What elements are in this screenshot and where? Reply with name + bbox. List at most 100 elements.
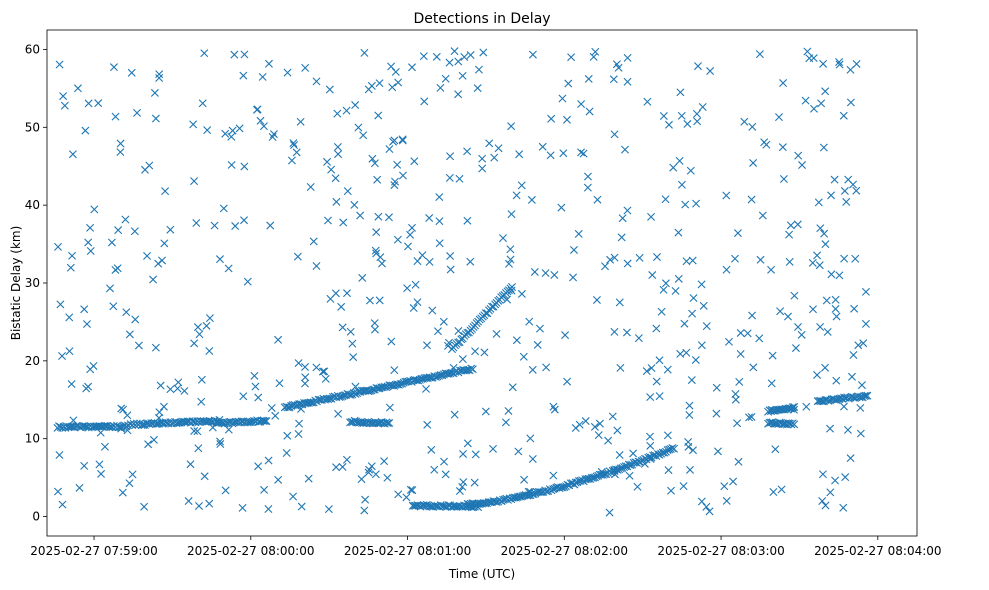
data-point (122, 308, 131, 317)
data-point (505, 494, 514, 503)
data-point (398, 136, 407, 145)
data-point (374, 111, 383, 120)
data-point (221, 486, 230, 495)
data-point (309, 237, 318, 246)
data-point (831, 295, 840, 304)
data-point (813, 251, 822, 260)
data-point (510, 493, 519, 502)
data-point (105, 284, 114, 293)
data-point (652, 377, 661, 386)
data-point (621, 145, 629, 154)
data-point (418, 251, 427, 260)
data-point (460, 53, 469, 62)
data-point (412, 376, 421, 385)
data-point (295, 419, 304, 428)
data-point (401, 377, 410, 386)
data-point (606, 255, 615, 264)
data-point (818, 497, 827, 505)
data-point (364, 468, 373, 477)
data-point (360, 48, 369, 57)
data-point (459, 449, 468, 458)
data-point (404, 377, 413, 386)
data-point (321, 374, 330, 383)
data-point (583, 183, 592, 192)
data-point (268, 133, 277, 141)
data-point (615, 451, 624, 460)
data-point (438, 501, 447, 510)
data-point (86, 247, 95, 255)
data-point (331, 174, 340, 183)
y-axis-ticks: 0 10 20 30 40 50 60 (25, 42, 47, 524)
data-point (790, 291, 799, 300)
data-point (528, 490, 537, 498)
data-point (445, 173, 454, 182)
data-point (557, 203, 566, 212)
data-point (855, 393, 864, 402)
data-point (471, 347, 480, 356)
data-point (111, 265, 120, 274)
data-point (669, 163, 678, 172)
data-point (664, 120, 673, 129)
data-point (264, 59, 273, 68)
data-point (403, 284, 412, 293)
plot-frame (46, 29, 918, 537)
data-point (697, 280, 706, 289)
data-point (446, 369, 455, 378)
data-point (86, 365, 95, 374)
data-point (471, 450, 480, 459)
data-point (325, 85, 334, 94)
data-point (342, 455, 351, 464)
data-point (474, 65, 483, 74)
data-point (677, 180, 686, 189)
x-tick-label: 2025-02-27 07:59:00 (30, 544, 157, 558)
data-point (439, 317, 448, 326)
data-point (675, 156, 684, 165)
data-point (80, 461, 89, 470)
data-point (216, 437, 224, 446)
data-point (334, 150, 343, 159)
data-point (239, 71, 248, 80)
data-point (370, 319, 379, 328)
data-point (688, 256, 697, 265)
data-point (109, 302, 118, 311)
data-point (205, 314, 214, 323)
data-point (356, 211, 365, 220)
data-point (613, 426, 622, 435)
data-point (535, 324, 544, 333)
data-point (501, 418, 510, 427)
data-point (254, 462, 263, 471)
data-point (417, 374, 426, 383)
data-point (463, 147, 472, 156)
data-point (410, 157, 419, 166)
data-point (367, 462, 376, 471)
data-point (520, 475, 529, 484)
data-point (301, 363, 310, 371)
data-point (86, 223, 95, 232)
data-point (734, 457, 743, 466)
data-point (393, 235, 402, 244)
data-point (536, 488, 545, 496)
data-point (821, 501, 830, 510)
data-point (68, 150, 77, 159)
data-point (519, 352, 528, 361)
data-point (616, 363, 625, 372)
data-point (809, 104, 818, 113)
data-point (775, 113, 783, 122)
data-point (75, 483, 84, 492)
data-point (652, 324, 661, 333)
data-point (843, 425, 852, 434)
data-point (823, 327, 832, 336)
data-point (481, 407, 490, 416)
data-point (747, 412, 756, 421)
data-point (430, 465, 439, 474)
data-point (743, 329, 752, 338)
data-point (123, 411, 132, 420)
data-point (735, 377, 744, 386)
data-point (334, 409, 343, 418)
chart-title: Detections in Delay (413, 11, 550, 27)
data-point (387, 62, 396, 71)
data-point (515, 492, 524, 501)
data-point (289, 139, 298, 148)
data-point (676, 88, 685, 97)
